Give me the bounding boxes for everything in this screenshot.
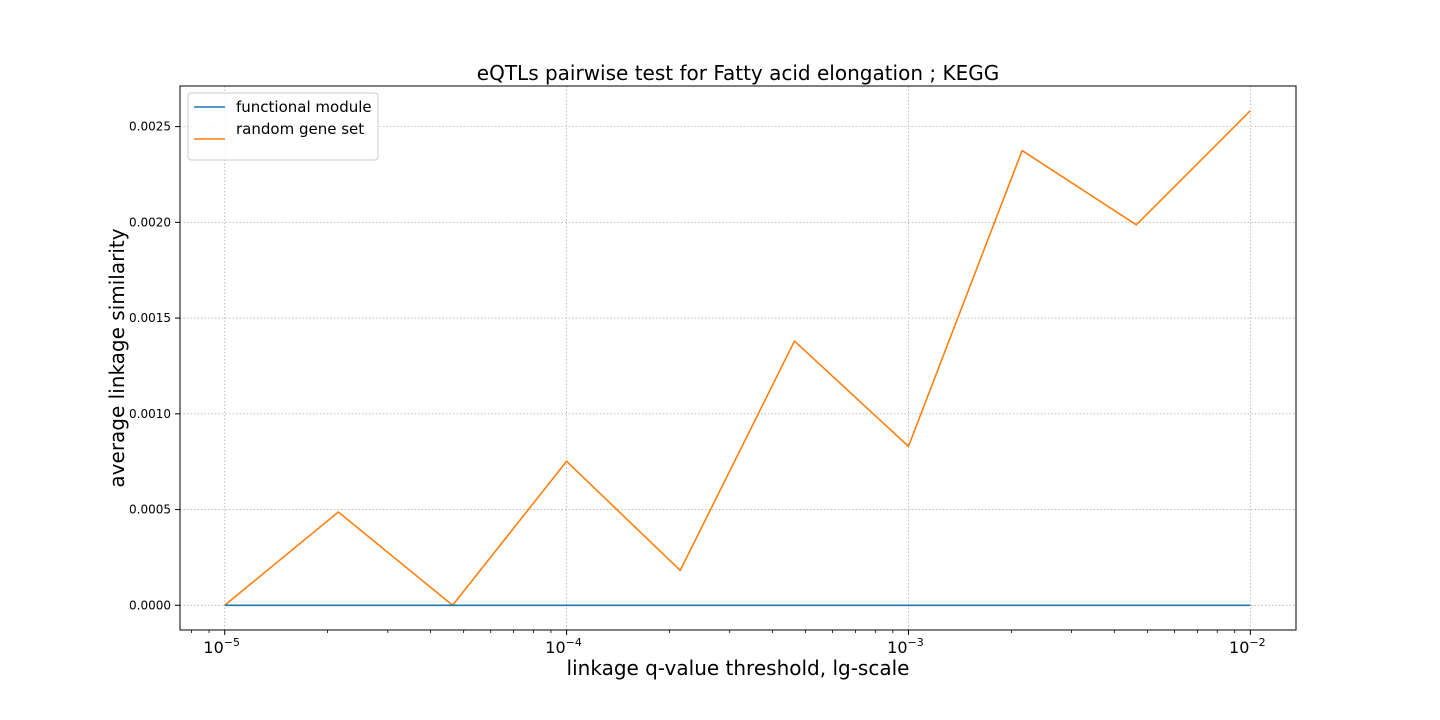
ticks: 0.00000.00050.00100.00150.00200.002510−5… — [129, 120, 1266, 657]
chart-title: eQTLs pairwise test for Fatty acid elong… — [477, 61, 999, 85]
x-tick-label-exponent: −4 — [566, 636, 582, 649]
y-tick-label: 0.0005 — [129, 503, 171, 517]
x-tick-label: 10−5 — [203, 636, 240, 657]
legend-label-functional-module: functional module — [236, 98, 372, 116]
y-tick-label: 0.0010 — [129, 407, 171, 421]
y-tick-label: 0.0000 — [129, 598, 171, 612]
x-tick-label: 10−4 — [545, 636, 582, 657]
x-tick-label-base: 10 — [887, 638, 907, 657]
series-lines — [224, 110, 1251, 607]
x-tick-label: 10−2 — [1229, 636, 1266, 657]
y-tick-label: 0.0025 — [129, 120, 171, 134]
x-tick-label-exponent: −3 — [908, 636, 924, 649]
x-axis-label: linkage q-value threshold, lg-scale — [567, 656, 910, 680]
x-tick-label-base: 10 — [1229, 638, 1249, 657]
legend-label-random-gene-set: random gene set — [236, 120, 364, 138]
series-line-random-gene-set — [224, 110, 1251, 607]
y-tick-label: 0.0015 — [129, 311, 171, 325]
legend: functional module random gene set — [187, 92, 379, 161]
plot-frame — [179, 85, 1297, 631]
x-tick-label-exponent: −5 — [224, 636, 240, 649]
x-tick-label-base: 10 — [203, 638, 223, 657]
legend-frame — [187, 92, 379, 161]
y-axis-label: average linkage similarity — [105, 228, 129, 487]
x-tick-label-exponent: −2 — [1249, 636, 1265, 649]
y-tick-label: 0.0020 — [129, 215, 171, 229]
x-tick-label-base: 10 — [545, 638, 565, 657]
x-tick-label: 10−3 — [887, 636, 924, 657]
